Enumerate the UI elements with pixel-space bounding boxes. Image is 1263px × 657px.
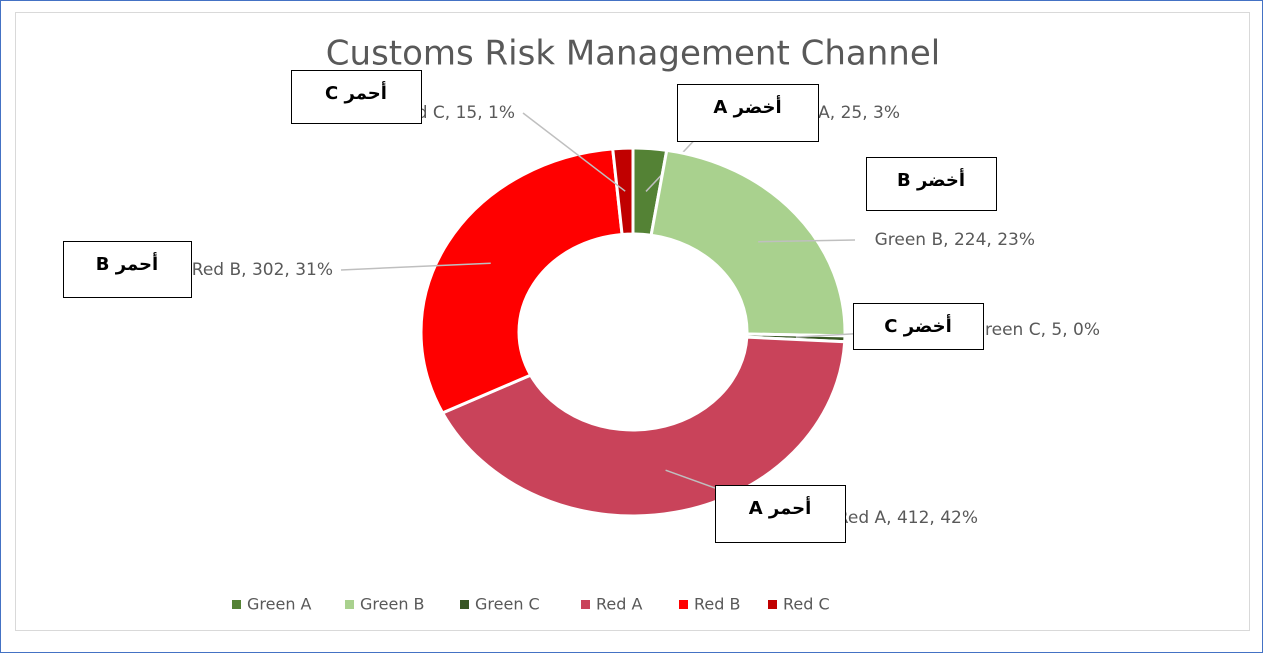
leader-line (522, 112, 626, 192)
annotation-box (63, 241, 192, 298)
legend-swatch (581, 600, 590, 609)
slice (419, 147, 624, 415)
data-label: Red C, 15, 1% (395, 103, 515, 123)
legend-label: Red C (783, 595, 830, 614)
legend-swatch (345, 600, 354, 609)
annotation-box (677, 84, 819, 142)
slice (611, 146, 635, 237)
legend-label: Red A (596, 595, 642, 614)
data-label: Green B, 224, 23% (875, 230, 1035, 250)
annotation-box (291, 70, 422, 124)
annotation-text: أحمر C (325, 81, 387, 104)
annotation-box (853, 303, 984, 350)
annotation-text: أحمر A (749, 496, 812, 519)
data-label: Red B, 302, 31% (192, 260, 333, 280)
chart-title: Customs Risk Management Channel (326, 34, 940, 74)
slice (649, 148, 847, 338)
leader-line (758, 239, 856, 243)
legend-label: Green C (475, 595, 540, 614)
annotation-text: أخضر A (713, 95, 781, 118)
chart-frame (15, 12, 1250, 631)
annotation-text: أحمر B (96, 252, 158, 275)
annotation-text: أخضر B (897, 168, 965, 191)
data-label: Red A, 412, 42% (837, 508, 978, 528)
legend-label: Red B (694, 595, 740, 614)
annotation-box (866, 157, 997, 211)
legend-label: Green A (247, 595, 312, 614)
legend-label: Green B (360, 595, 425, 614)
legend-swatch (679, 600, 688, 609)
data-label: Green C, 5, 0% (972, 320, 1100, 340)
legend-swatch (232, 600, 241, 609)
slice (440, 335, 847, 518)
annotation-box (715, 485, 846, 543)
annotation-text: أخضر C (884, 314, 952, 337)
leader-line (340, 262, 491, 271)
legend-swatch (460, 600, 469, 609)
legend-swatch (768, 600, 777, 609)
